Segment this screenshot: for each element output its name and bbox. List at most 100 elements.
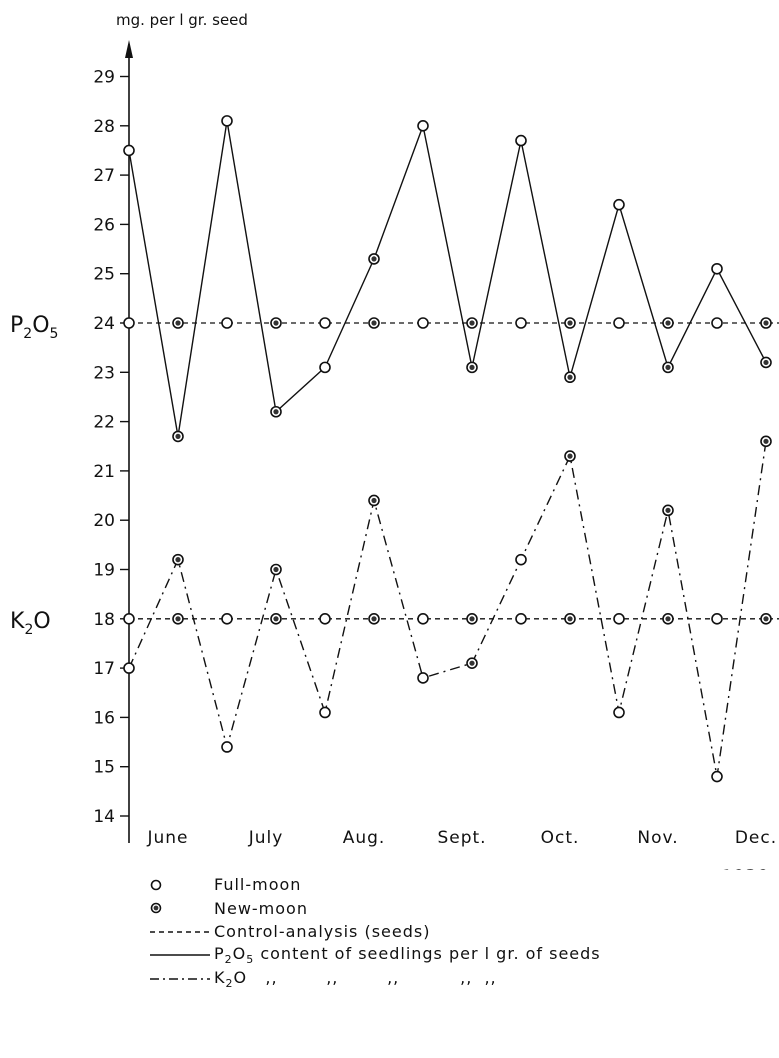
legend-full-moon-label: Full-moon — [214, 875, 302, 895]
p2o5-seedlings-new-moon-point — [368, 253, 380, 265]
new-moon-marker-icon — [150, 901, 214, 915]
k2o-seedlings-full-moon-point — [613, 706, 625, 719]
y-tick-label: 29 — [93, 68, 115, 88]
legend-p2o5-rest: content of seedlings per l gr. of seeds — [254, 944, 601, 964]
legend-p2o5-label: P2O5 content of seedlings per l gr. of s… — [214, 944, 601, 966]
k2o-control-full-moon-point — [515, 612, 527, 625]
legend-k2o-mid: O — [233, 967, 248, 987]
year-label: 1939 — [721, 866, 769, 870]
p2o5-control-full-moon-point — [515, 317, 527, 329]
p2o5-control-full-moon-point — [613, 317, 625, 329]
p2o5-seedlings-new-moon-point — [564, 371, 576, 384]
k2o-seedlings-new-moon-point — [662, 504, 674, 517]
k2o-seedlings-line — [128, 441, 767, 777]
k2o-control-full-moon-point — [319, 612, 331, 625]
k2o-seedlings-new-moon-point — [172, 553, 184, 566]
k2o-control-full-moon-point — [613, 612, 625, 625]
y-tick-label: 24 — [93, 314, 115, 334]
y-tick-label: 16 — [93, 708, 115, 728]
p2o5-seedlings-full-moon-point — [221, 115, 233, 127]
legend-k2o: K2O ,, ,, ,, ,, ,, — [150, 967, 750, 991]
k2o-seedlings-new-moon-point — [368, 494, 380, 507]
p2o5-control-new-moon-point — [270, 317, 282, 329]
k2o-control-new-moon-point — [662, 612, 674, 625]
series-lines — [128, 120, 767, 777]
p2o5-seedlings-line — [128, 120, 767, 437]
y-tick-label: 17 — [93, 659, 115, 679]
markers — [123, 115, 772, 783]
y-tick-label: 18 — [93, 610, 115, 630]
y-tick-label: 23 — [93, 363, 115, 383]
k2o-seedlings-full-moon-point — [515, 553, 527, 566]
k2o-control-new-moon-point — [270, 612, 282, 625]
legend-p2o5-sub2: 5 — [246, 953, 255, 967]
legend-new-moon: New-moon — [150, 897, 750, 921]
k2o-control-full-moon-point — [221, 612, 233, 625]
k2o-seedlings-full-moon-point — [319, 706, 331, 719]
p2o5-seedlings-new-moon-point — [466, 361, 478, 374]
chart: 14 15 16 17 18 19 20 21 22 23 24 25 26 27 28 29 mg. per … — [10, 11, 779, 870]
y-tick-label: 27 — [93, 166, 115, 186]
p2o5-control-new-moon-point — [662, 317, 674, 329]
p2o5-control-new-moon-point — [466, 317, 478, 329]
legend-p2o5-sub1: 2 — [224, 953, 233, 967]
k2o-control-new-moon-point — [760, 612, 772, 625]
p2o5-seedlings-full-moon-point — [515, 134, 527, 147]
k2o-seedlings-full-moon-point — [221, 741, 233, 753]
dash-dot-line-icon — [150, 972, 214, 986]
k2o-seedlings-full-moon-point — [123, 662, 135, 674]
p2o5-control-new-moon-point — [172, 317, 184, 329]
p2o5-seedlings-full-moon-point — [711, 262, 723, 275]
k2o-control-new-moon-point — [172, 612, 184, 625]
k2o-seedlings-new-moon-point — [760, 435, 772, 448]
legend-k2o-prefix: K — [214, 967, 226, 987]
y-tick-label: 14 — [93, 807, 115, 827]
solid-line-icon — [150, 948, 214, 962]
k2o-control-new-moon-point — [368, 612, 380, 625]
legend-k2o-rest: ,, ,, ,, ,, ,, — [247, 967, 497, 987]
p2o5-series-label: P2O5 — [10, 313, 58, 342]
p2o5-seedlings-new-moon-point — [270, 405, 282, 418]
x-month-label: July — [248, 828, 284, 848]
control-lines — [129, 322, 779, 620]
legend-p2o5-mid: O — [232, 944, 247, 964]
y-tick-label: 25 — [93, 265, 115, 285]
legend-control-label: Control-analysis (seeds) — [214, 922, 431, 942]
p2o5-seedlings-new-moon-point — [760, 356, 772, 369]
dashed-line-icon — [150, 925, 214, 939]
y-tick-label: 28 — [93, 117, 115, 137]
k2o-control-full-moon-point — [417, 612, 429, 625]
x-month-label: June — [146, 828, 188, 848]
p2o5-control-new-moon-point — [760, 317, 772, 329]
p2o5-control-new-moon-point — [368, 317, 380, 329]
legend-p2o5: P2O5 content of seedlings per l gr. of s… — [150, 944, 750, 968]
y-axis-title: mg. per l gr. seed — [116, 11, 248, 29]
k2o-seedlings-new-moon-point — [564, 450, 576, 462]
y-tick-label: 26 — [93, 215, 115, 235]
k2o-control-full-moon-point — [123, 612, 135, 625]
p2o5-control-full-moon-point — [221, 317, 233, 329]
p2o5-seedlings-full-moon-point — [417, 120, 429, 132]
x-month-label: Nov. — [637, 828, 678, 848]
legend-new-moon-label: New-moon — [214, 898, 308, 918]
y-tick-label: 15 — [93, 758, 115, 778]
k2o-seedlings-full-moon-point — [417, 672, 429, 684]
x-month-label: Aug. — [343, 828, 386, 848]
legend: Full-moon New-moon Control-analysis (see… — [150, 873, 750, 991]
x-month-label: Dec. — [735, 828, 777, 848]
x-month-label: Oct. — [541, 828, 580, 848]
k2o-series-label: K2O — [10, 609, 51, 638]
y-tick-label: 20 — [93, 511, 115, 531]
k2o-control-new-moon-point — [466, 612, 478, 625]
legend-k2o-label: K2O ,, ,, ,, ,, ,, — [214, 968, 497, 990]
y-tick-label: 19 — [93, 561, 115, 581]
legend-full-moon: Full-moon — [150, 873, 750, 897]
y-tick-label: 22 — [93, 413, 115, 433]
p2o5-control-full-moon-point — [711, 317, 723, 329]
labels: 14 15 16 17 18 19 20 21 22 23 24 25 26 27 28 29 mg. per … — [10, 11, 777, 870]
legend-k2o-sub1: 2 — [225, 976, 234, 990]
p2o5-control-full-moon-point — [123, 317, 135, 329]
p2o5-control-full-moon-point — [319, 317, 331, 329]
x-month-label: Sept. — [437, 828, 486, 848]
p2o5-control-full-moon-point — [417, 317, 429, 329]
